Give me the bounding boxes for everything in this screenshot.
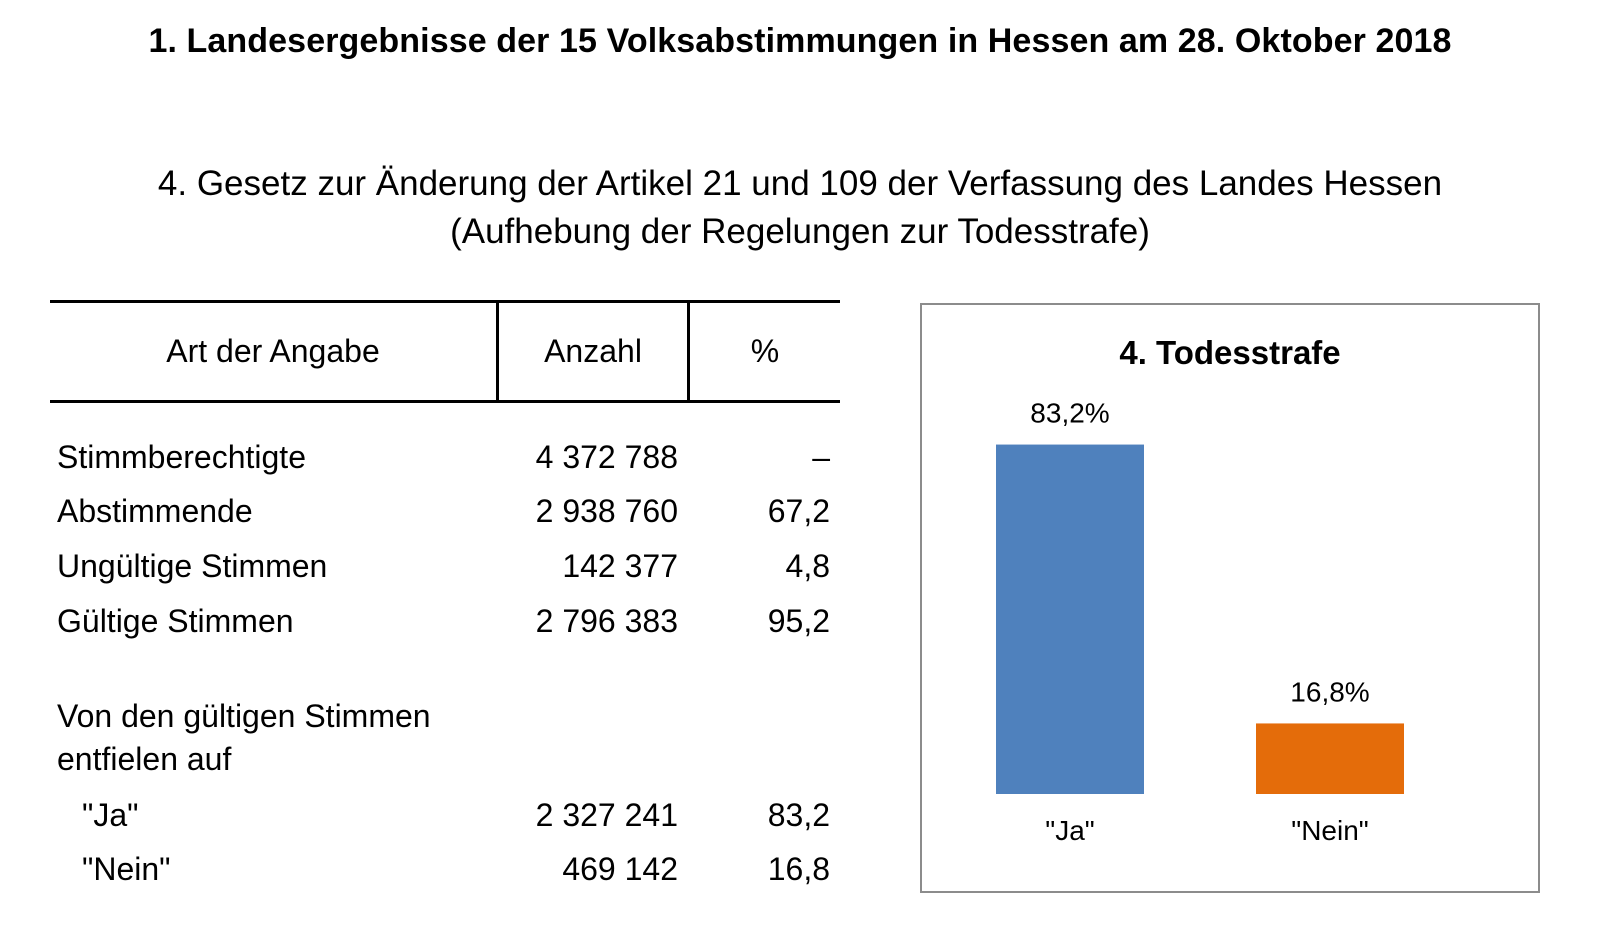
row-count: 4 372 788 [535,439,678,475]
table-row: Gültige Stimmen 2 796 383 95,2 [50,603,840,643]
column-header-label: Art der Angabe [166,333,380,369]
table-header: Art der Angabe Anzahl % [50,300,840,403]
row-label: "Nein" [82,851,171,887]
row-count: 2 327 241 [535,797,678,833]
table-note-line-2: entfielen auf [57,741,232,777]
data-label: 83,2% [1030,398,1109,429]
page-title: 1. Landesergebnisse der 15 Volksabstimmu… [148,22,1452,60]
bar-chart: 4. Todesstrafe 83,2% "Ja" 16,8% "Nein" [920,303,1540,893]
bar-nein [1256,723,1404,794]
row-count: 2 938 760 [535,493,678,529]
section-title-line-1: 4. Gesetz zur Änderung der Artikel 21 un… [157,164,1443,203]
bar-ja [996,444,1144,794]
row-percent: 95,2 [767,603,830,639]
row-percent: – [812,439,830,475]
category-label: "Nein" [1291,815,1368,846]
table-row: "Ja" 2 327 241 83,2 [50,797,840,837]
results-table: Art der Angabe Anzahl % Stimmberechtigte… [50,300,840,887]
column-header-count: Anzahl [496,303,687,400]
row-label: Ungültige Stimmen [57,548,328,584]
row-count: 469 142 [562,851,678,887]
table-note-line-1: Von den gültigen Stimmen [57,698,431,734]
row-label: Stimmberechtigte [57,439,306,475]
table-note: Von den gültigen Stimmen entfielen auf [57,695,431,781]
table-row: Stimmberechtigte 4 372 788 – [50,439,840,479]
table-row: Ungültige Stimmen 142 377 4,8 [50,548,840,588]
row-percent: 83,2 [767,797,830,833]
row-label: "Ja" [82,797,139,833]
row-percent: 67,2 [767,493,830,529]
category-label: "Ja" [1045,815,1094,846]
row-label: Gültige Stimmen [57,603,294,639]
row-percent: 16,8 [767,851,830,887]
section-title: 4. Gesetz zur Änderung der Artikel 21 un… [0,160,1600,256]
row-count: 142 377 [562,548,678,584]
row-percent: 4,8 [785,548,830,584]
table-row: Abstimmende 2 938 760 67,2 [50,493,840,533]
row-count: 2 796 383 [535,603,678,639]
chart-title: 4. Todesstrafe [1119,334,1340,371]
section-title-line-2: (Aufhebung der Regelungen zur Todesstraf… [450,212,1150,251]
table-row: "Nein" 469 142 16,8 [50,851,840,891]
row-label: Abstimmende [57,493,253,529]
data-label: 16,8% [1290,676,1369,707]
column-header-percent: % [687,303,840,400]
bar-chart-svg: 4. Todesstrafe 83,2% "Ja" 16,8% "Nein" [996,334,1404,846]
